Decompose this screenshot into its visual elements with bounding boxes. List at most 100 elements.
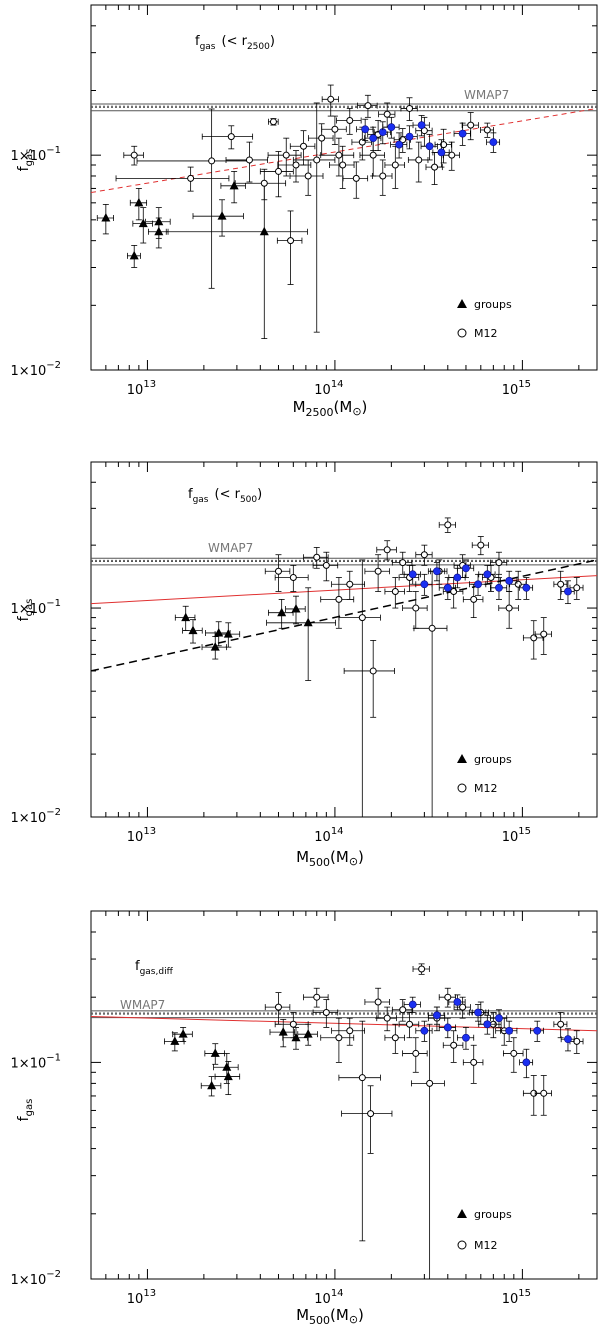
data-point-m12 — [540, 1089, 548, 1097]
x-tick-base: 10 — [502, 830, 519, 845]
x-tick-exponent: 14 — [331, 379, 344, 390]
data-point-group — [291, 1032, 301, 1042]
y-tick-label: 1×10−1 — [11, 598, 61, 617]
data-point-m12 — [420, 551, 428, 559]
annotation-sub: gas — [193, 495, 209, 505]
data-point-highlight — [483, 570, 492, 579]
data-point-m12 — [367, 1110, 375, 1118]
y-tick-exponent: −1 — [46, 598, 61, 609]
y-tick-label: 1×10−2 — [11, 360, 61, 379]
x-tick-exponent: 14 — [331, 826, 344, 837]
fit-line-red-dashed — [91, 107, 597, 194]
plot-frame — [90, 461, 598, 818]
data-point-m12 — [313, 156, 321, 164]
data-point-group — [278, 1027, 288, 1036]
x-tick-exponent: 13 — [143, 826, 156, 837]
x-axis-label: M500(M⊙) — [296, 848, 364, 869]
data-point-m12 — [335, 151, 343, 159]
data-point-highlight — [369, 134, 378, 143]
data-point-group — [134, 197, 144, 207]
data-point-m12 — [274, 567, 282, 575]
y-tick-exponent: −1 — [46, 1052, 61, 1063]
y-axis-label-main: f — [16, 615, 32, 621]
data-point-m12 — [406, 104, 414, 112]
plot-frame — [90, 910, 598, 1280]
legend-label-m12: M12 — [474, 327, 498, 340]
x-tick-label: 1015 — [502, 1288, 531, 1307]
y-axis-label: fgas — [16, 149, 35, 172]
x-tick-base: 10 — [127, 830, 144, 845]
data-point-highlight — [495, 583, 503, 592]
data-point-highlight — [564, 587, 572, 596]
wmap7-label: WMAP7 — [464, 88, 509, 102]
data-point-m12 — [470, 1058, 478, 1066]
x-axis-label-unit: (M — [330, 848, 349, 866]
data-point-group — [101, 212, 111, 222]
data-point-highlight — [453, 573, 462, 582]
y-axis-label-main: f — [16, 165, 32, 171]
data-point-m12 — [391, 161, 399, 169]
x-tick-label: 1013 — [127, 379, 156, 398]
x-axis-label-main: M — [293, 398, 306, 416]
data-point-highlight — [433, 567, 441, 576]
y-tick-label: 1×10−2 — [11, 1269, 61, 1288]
x-axis-label-close: ) — [358, 848, 364, 866]
fit-line-black-dashed — [91, 559, 597, 672]
data-point-m12 — [444, 521, 452, 529]
x-tick-label: 1014 — [314, 1288, 343, 1307]
data-point-group — [210, 642, 220, 651]
data-point-m12 — [495, 559, 503, 567]
x-axis-label-close: ) — [358, 1306, 364, 1324]
y-axis-label: fgas — [16, 1099, 35, 1122]
data-point-m12 — [364, 102, 372, 110]
data-point-m12 — [573, 1037, 581, 1045]
data-point-group — [277, 607, 287, 617]
annotation-main: f — [195, 34, 200, 49]
legend: groups M12 — [457, 753, 512, 795]
data-point-group — [154, 226, 164, 236]
x-tick-base: 10 — [314, 383, 331, 398]
x-axis-label-unit-symbol: ⊙ — [349, 855, 358, 868]
data-point-highlight — [462, 564, 470, 573]
y-tick-label: 1×10−1 — [11, 145, 61, 164]
legend-circle-icon — [457, 783, 467, 793]
tick-marks — [90, 461, 597, 818]
x-axis-label-sub: 500 — [309, 1314, 330, 1327]
data-point-m12 — [187, 174, 195, 182]
x-axis-label-sub: 500 — [309, 856, 330, 869]
data-point-highlight — [522, 1058, 531, 1067]
annotation-rest: (< r — [215, 487, 241, 502]
data-point-m12 — [379, 172, 387, 180]
annotation-main: f — [188, 487, 193, 502]
legend-circle-icon — [457, 1240, 467, 1250]
y-axis-label-sub: gas — [24, 149, 35, 167]
plot-area — [91, 963, 597, 1279]
data-point-group — [188, 625, 198, 635]
data-point-m12 — [412, 1049, 420, 1057]
data-point-group — [178, 1029, 188, 1038]
legend-triangle-icon — [457, 1209, 467, 1218]
data-point-m12 — [514, 580, 522, 588]
data-point-m12 — [418, 965, 426, 973]
data-point-m12 — [304, 172, 312, 180]
x-tick-exponent: 13 — [143, 379, 156, 390]
data-point-highlight — [395, 140, 404, 149]
legend-triangle-icon — [457, 754, 467, 763]
data-point-group — [207, 1080, 217, 1090]
panel-annotation: fgas (< r500) — [188, 487, 262, 505]
x-tick-exponent: 13 — [143, 1288, 156, 1299]
series-M12 — [115, 84, 494, 333]
data-point-m12 — [459, 1003, 467, 1011]
data-point-m12 — [289, 574, 297, 582]
data-point-m12 — [245, 156, 253, 164]
data-point-m12 — [318, 134, 326, 142]
data-point-m12 — [335, 595, 343, 603]
panel-annotation: fgas (< r2500) — [195, 34, 275, 52]
data-point-highlight — [474, 580, 482, 589]
fit-line-red-solid — [91, 1015, 597, 1032]
y-tick-base: 1×10 — [11, 811, 47, 826]
data-point-highlight — [474, 1008, 482, 1017]
annotation-main: f — [135, 959, 140, 974]
data-point-m12 — [274, 1003, 282, 1011]
